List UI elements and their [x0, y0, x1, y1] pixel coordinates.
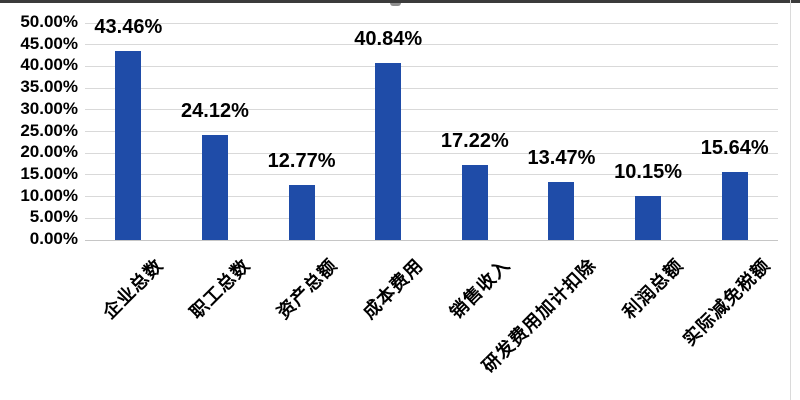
bar [375, 62, 402, 240]
category-label: 销售收入 [445, 254, 514, 323]
bar-value-label: 24.12% [181, 100, 249, 123]
gridline [85, 109, 778, 111]
y-axis-tick-label: 5.00% [29, 207, 78, 227]
gridline [85, 131, 778, 132]
bar [548, 181, 575, 240]
x-axis-line [85, 239, 778, 241]
bar [635, 195, 662, 240]
category-label: 企业总数 [99, 254, 168, 323]
y-axis-tick-label: 25.00% [20, 120, 78, 140]
bar [461, 165, 488, 240]
gridline [85, 87, 778, 89]
gridline [85, 22, 778, 24]
y-axis-tick-label: 35.00% [20, 77, 78, 97]
bar-value-label: 13.47% [527, 146, 596, 169]
top-border-strip [0, 0, 800, 3]
gridline [85, 65, 778, 67]
category-label: 职工总数 [186, 254, 254, 323]
bar [201, 135, 228, 240]
y-axis-tick-label: 10.00% [20, 185, 78, 205]
gridline [85, 44, 778, 46]
bar-value-label: 15.64% [700, 137, 769, 160]
y-axis-tick-label: 40.00% [20, 55, 78, 75]
bar-value-label: 43.46% [94, 16, 163, 39]
category-label: 利润总额 [619, 254, 688, 323]
category-label: 资产总额 [272, 254, 341, 323]
bar-value-label: 10.15% [614, 160, 682, 183]
y-axis-tick-label: 45.00% [20, 33, 78, 53]
y-axis-tick-label: 30.00% [20, 98, 78, 118]
gridline [85, 174, 778, 176]
cropped-title-remnant [390, 3, 401, 6]
chart-frame-right-edge [790, 0, 791, 400]
y-axis-tick-label: 50.00% [20, 12, 78, 31]
bar [115, 51, 142, 240]
y-axis-tick-label: 15.00% [20, 163, 78, 183]
gridline [85, 152, 778, 154]
bar [721, 172, 748, 240]
bar-value-label: 40.84% [354, 27, 423, 50]
bar-value-label: 12.77% [267, 149, 336, 172]
bar [288, 184, 315, 240]
y-axis-tick-label: 0.00% [29, 229, 78, 248]
gridline [85, 217, 778, 219]
y-axis-tick-label: 20.00% [20, 142, 78, 162]
category-label: 成本费用 [359, 254, 428, 323]
bar-value-label: 17.22% [440, 130, 509, 153]
gridline [85, 196, 778, 198]
category-label: 实际减免税额 [678, 254, 774, 350]
